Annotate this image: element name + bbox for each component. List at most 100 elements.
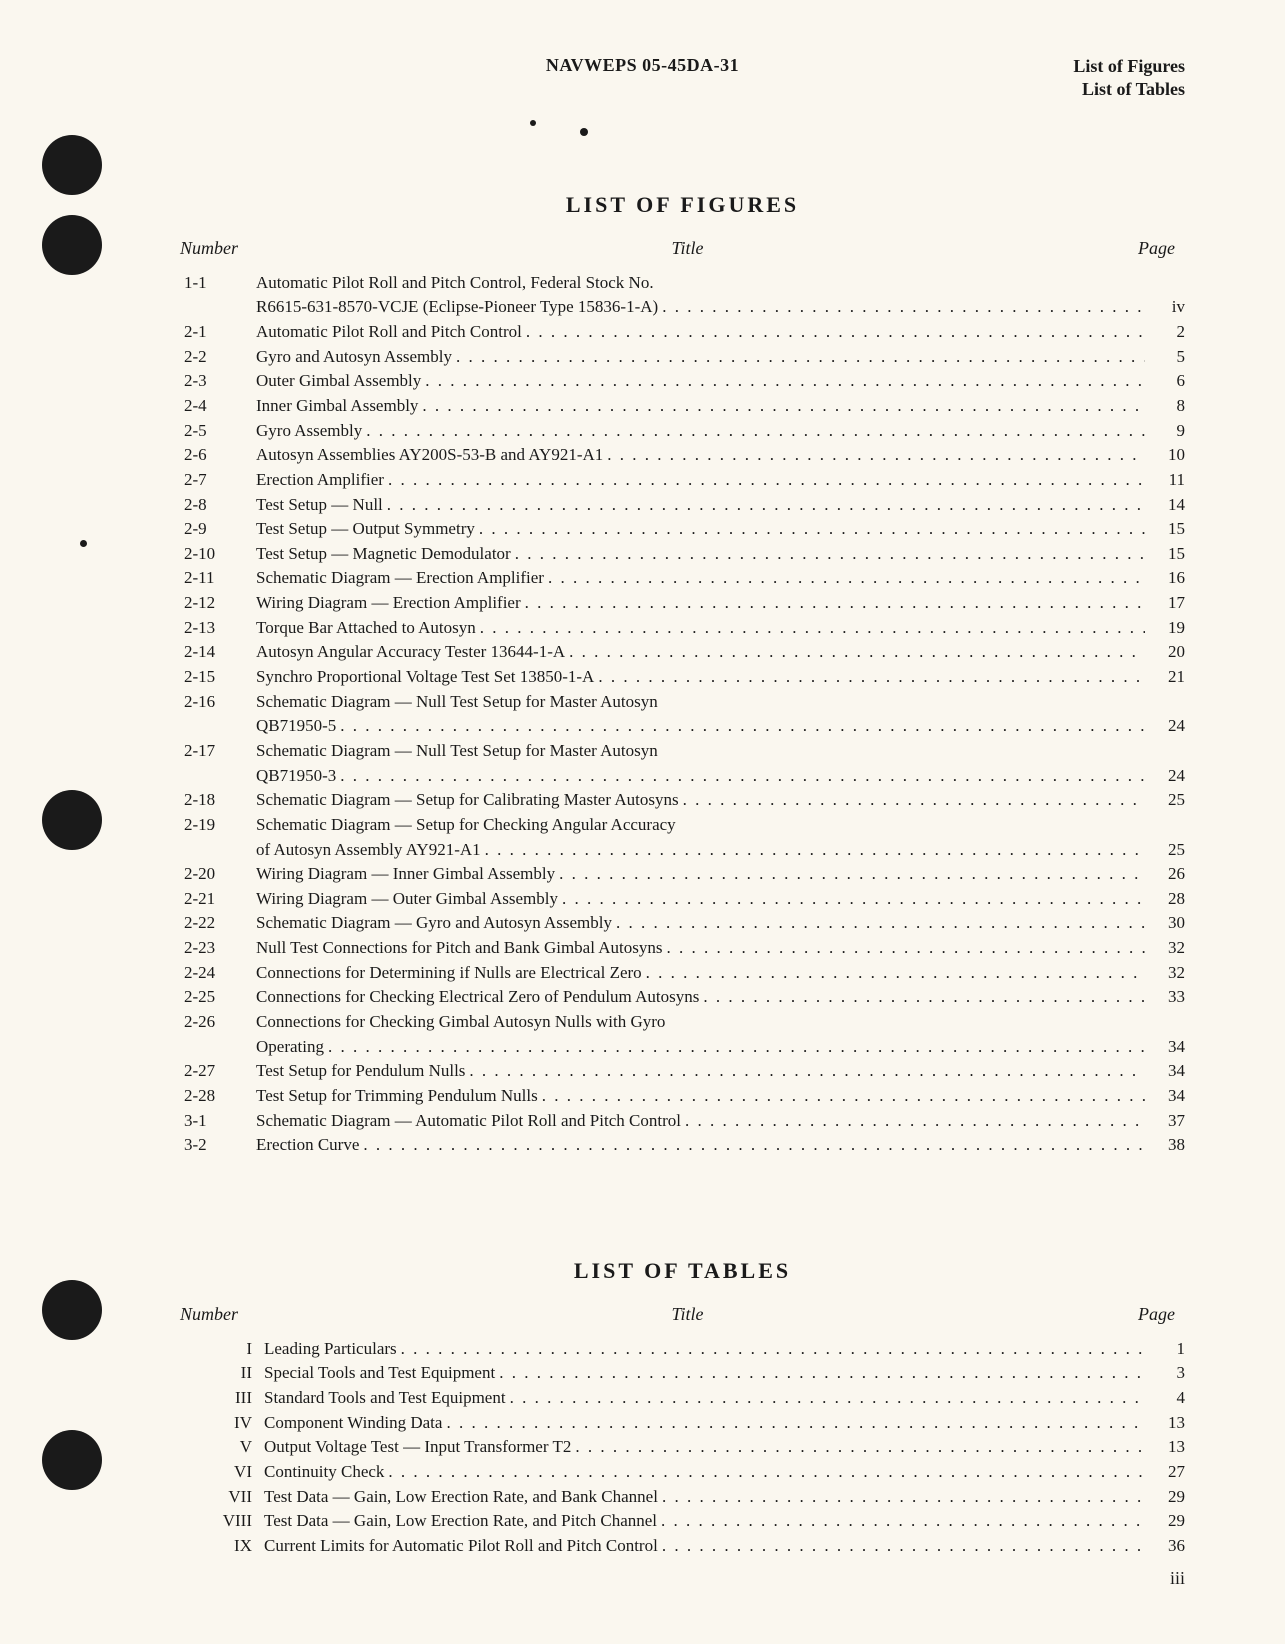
small-dot [580,128,588,136]
entry-page: 5 [1145,345,1185,370]
list-entry: 2-8Test Setup — Null . . . . . . . . . .… [180,493,1185,518]
entry-title: Component Winding Data [264,1411,442,1436]
entry-number: III [180,1386,264,1411]
leader-dots: . . . . . . . . . . . . . . . . . . . . … [681,1109,1145,1134]
entry-number: 2-9 [180,517,256,542]
entry-number: 2-20 [180,862,256,887]
entry-number: 2-23 [180,936,256,961]
document-id: NAVWEPS 05-45DA-31 [546,55,739,76]
entry-title: Wiring Diagram — Outer Gimbal Assembly [256,887,558,912]
entry-page: 11 [1145,468,1185,493]
entry-number: IX [180,1534,264,1559]
entry-page: iv [1145,295,1185,320]
list-entry: 2-14Autosyn Angular Accuracy Tester 1364… [180,640,1185,665]
list-entry: 2-19Schematic Diagram — Setup for Checki… [180,813,1185,838]
leader-dots: . . . . . . . . . . . . . . . . . . . . … [565,640,1145,665]
entry-page: 37 [1145,1109,1185,1134]
entry-page: 34 [1145,1084,1185,1109]
figures-title: LIST OF FIGURES [180,192,1185,218]
entry-page: 32 [1145,961,1185,986]
entry-page: 36 [1145,1534,1185,1559]
list-entry: VIITest Data — Gain, Low Erection Rate, … [180,1485,1185,1510]
entry-page: 28 [1145,887,1185,912]
leader-dots: . . . . . . . . . . . . . . . . . . . . … [418,394,1145,419]
leader-dots: . . . . . . . . . . . . . . . . . . . . … [662,936,1145,961]
entry-number: VII [180,1485,264,1510]
entry-page: 25 [1145,838,1185,863]
leader-dots: . . . . . . . . . . . . . . . . . . . . … [481,838,1145,863]
entry-number: 2-14 [180,640,256,665]
entry-number: 2-8 [180,493,256,518]
entry-number: 2-21 [180,887,256,912]
entry-title: Connections for Checking Gimbal Autosyn … [256,1010,665,1035]
entry-title: Test Setup for Pendulum Nulls [256,1059,465,1084]
leader-dots: . . . . . . . . . . . . . . . . . . . . … [359,1133,1145,1158]
leader-dots: . . . . . . . . . . . . . . . . . . . . … [511,542,1145,567]
entry-title: Current Limits for Automatic Pilot Roll … [264,1534,658,1559]
entry-number: 2-24 [180,961,256,986]
leader-dots: . . . . . . . . . . . . . . . . . . . . … [336,764,1145,789]
entry-page: 19 [1145,616,1185,641]
list-entry: 3-1Schematic Diagram — Automatic Pilot R… [180,1109,1185,1134]
list-entry: IVComponent Winding Data . . . . . . . .… [180,1411,1185,1436]
punch-hole [42,135,102,195]
entry-title: Outer Gimbal Assembly [256,369,421,394]
list-entry: 2-12Wiring Diagram — Erection Amplifier … [180,591,1185,616]
list-entry: 2-27Test Setup for Pendulum Nulls . . . … [180,1059,1185,1084]
entry-number: 2-6 [180,443,256,468]
entry-title: Wiring Diagram — Inner Gimbal Assembly [256,862,555,887]
small-dot [80,540,87,547]
entry-number: 2-1 [180,320,256,345]
entry-page: 29 [1145,1485,1185,1510]
entry-title: Continuity Check [264,1460,384,1485]
list-entry: 2-21Wiring Diagram — Outer Gimbal Assemb… [180,887,1185,912]
tables-title: LIST OF TABLES [180,1258,1185,1284]
leader-dots: . . . . . . . . . . . . . . . . . . . . … [465,1059,1145,1084]
entry-number: 2-28 [180,1084,256,1109]
entry-title: Erection Curve [256,1133,359,1158]
entry-title: Schematic Diagram — Null Test Setup for … [256,690,658,715]
entry-title: Gyro and Autosyn Assembly [256,345,452,370]
list-entry: ILeading Particulars . . . . . . . . . .… [180,1337,1185,1362]
leader-dots: . . . . . . . . . . . . . . . . . . . . … [555,862,1145,887]
entry-number: 1-1 [180,271,256,296]
entry-title-cont: of Autosyn Assembly AY921-A1 [256,838,481,863]
leader-dots: . . . . . . . . . . . . . . . . . . . . … [544,566,1145,591]
list-entry-continuation: QB71950-5 . . . . . . . . . . . . . . . … [180,714,1185,739]
col-header-number: Number [180,238,250,259]
entry-number: 2-11 [180,566,256,591]
leader-dots: . . . . . . . . . . . . . . . . . . . . … [495,1361,1145,1386]
entry-number: 2-15 [180,665,256,690]
entry-title: Torque Bar Attached to Autosyn [256,616,476,641]
entry-number: VI [180,1460,264,1485]
punch-hole [42,790,102,850]
leader-dots: . . . . . . . . . . . . . . . . . . . . … [362,419,1145,444]
punch-hole [42,1430,102,1490]
entry-title: Null Test Connections for Pitch and Bank… [256,936,662,961]
list-entry: 2-24Connections for Determining if Nulls… [180,961,1185,986]
entry-page: 4 [1145,1386,1185,1411]
list-entry: 2-20Wiring Diagram — Inner Gimbal Assemb… [180,862,1185,887]
entry-title: Schematic Diagram — Automatic Pilot Roll… [256,1109,681,1134]
entry-title: Automatic Pilot Roll and Pitch Control, … [256,271,654,296]
list-entry: 2-10Test Setup — Magnetic Demodulator . … [180,542,1185,567]
list-entry: 1-1Automatic Pilot Roll and Pitch Contro… [180,271,1185,296]
entry-page: 16 [1145,566,1185,591]
col-header-page: Page [1125,1304,1175,1325]
col-header-title: Title [250,238,1125,259]
list-entry: 2-11Schematic Diagram — Erection Amplifi… [180,566,1185,591]
entry-page: 33 [1145,985,1185,1010]
leader-dots: . . . . . . . . . . . . . . . . . . . . … [383,493,1145,518]
list-entry: 2-17Schematic Diagram — Null Test Setup … [180,739,1185,764]
entry-title: Schematic Diagram — Gyro and Autosyn Ass… [256,911,612,936]
list-entry: VIIITest Data — Gain, Low Erection Rate,… [180,1509,1185,1534]
entry-number: 3-2 [180,1133,256,1158]
entry-number: 2-27 [180,1059,256,1084]
entry-title: Autosyn Assemblies AY200S-53-B and AY921… [256,443,603,468]
list-entry: 2-18Schematic Diagram — Setup for Calibr… [180,788,1185,813]
tables-entries: ILeading Particulars . . . . . . . . . .… [180,1337,1185,1559]
leader-dots: . . . . . . . . . . . . . . . . . . . . … [442,1411,1145,1436]
entry-page: 32 [1145,936,1185,961]
entry-title: Test Data — Gain, Low Erection Rate, and… [264,1485,658,1510]
entry-number: 2-10 [180,542,256,567]
